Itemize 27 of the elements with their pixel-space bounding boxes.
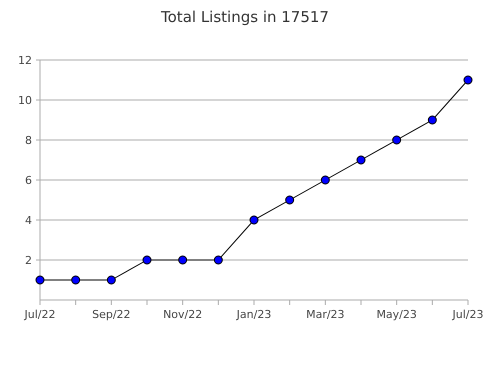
point — [320, 176, 330, 184]
point — [356, 156, 366, 164]
point — [392, 136, 402, 144]
point — [36, 276, 44, 284]
point — [250, 216, 258, 224]
point — [142, 256, 152, 264]
y-tick-label: 6 — [25, 174, 32, 187]
point — [178, 256, 188, 264]
point — [428, 116, 437, 124]
x-tick-label: Nov/22 — [163, 308, 202, 321]
x-tick-label: Jul/22 — [24, 308, 56, 321]
x-tick-label: Mar/23 — [306, 308, 345, 321]
y-tick-label: 10 — [18, 94, 32, 107]
point — [106, 276, 116, 284]
y-tick-label: 8 — [25, 134, 32, 147]
x-tick-label: Sep/22 — [92, 308, 131, 321]
x-tick-label: May/23 — [376, 308, 417, 321]
chart-title: Total Listings in 17517 — [160, 8, 329, 26]
point — [214, 256, 223, 264]
y-tick-label: 2 — [25, 254, 32, 267]
point — [71, 276, 80, 284]
x-tick-label: Jan/23 — [236, 308, 272, 321]
x-tick-label: Jul/23 — [452, 308, 484, 321]
y-tick-label: 4 — [25, 214, 32, 227]
point — [285, 196, 294, 204]
y-tick-label: 12 — [18, 54, 32, 67]
point — [464, 76, 472, 84]
